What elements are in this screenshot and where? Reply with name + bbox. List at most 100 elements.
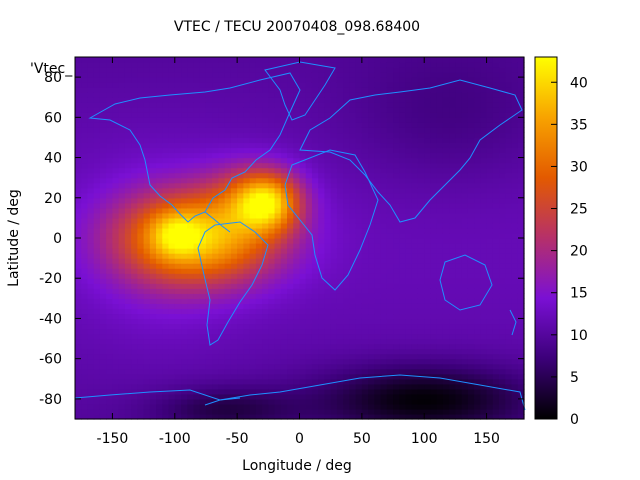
heatmap-cell xyxy=(174,167,182,174)
heatmap-cell xyxy=(499,97,506,103)
heatmap-cell xyxy=(174,207,182,214)
heatmap-cell xyxy=(405,298,413,304)
heatmap-cell xyxy=(218,102,226,108)
heatmap-cell xyxy=(193,378,201,385)
heatmap-cell xyxy=(193,82,201,88)
heatmap-cell xyxy=(318,303,326,309)
heatmap-cell xyxy=(168,102,176,108)
heatmap-cell xyxy=(492,308,500,315)
heatmap-cell xyxy=(143,333,151,340)
heatmap-cell xyxy=(262,217,269,224)
heatmap-cell xyxy=(156,363,163,370)
heatmap-cell xyxy=(449,172,457,179)
heatmap-cell xyxy=(374,147,382,154)
heatmap-cell xyxy=(237,132,244,139)
heatmap-cell xyxy=(411,77,419,83)
heatmap-cell xyxy=(492,57,500,63)
heatmap-cell xyxy=(262,363,269,370)
heatmap-cell xyxy=(131,97,138,103)
heatmap-cell xyxy=(205,122,213,128)
heatmap-cell xyxy=(355,373,363,380)
heatmap-cell xyxy=(237,348,244,355)
heatmap-cell xyxy=(124,192,132,199)
heatmap-cell xyxy=(149,248,157,254)
heatmap-cell xyxy=(93,348,101,355)
heatmap-cell xyxy=(442,363,450,370)
heatmap-cell xyxy=(156,413,163,420)
heatmap-cell xyxy=(162,112,170,118)
heatmap-cell xyxy=(467,303,475,309)
heatmap-cell xyxy=(237,238,244,244)
heatmap-cell xyxy=(405,142,413,149)
heatmap-cell xyxy=(112,77,120,83)
heatmap-cell xyxy=(118,253,126,259)
heatmap-cell xyxy=(156,207,163,214)
heatmap-cell xyxy=(424,253,432,259)
heatmap-cell xyxy=(249,197,257,204)
heatmap-cell xyxy=(174,278,182,284)
heatmap-cell xyxy=(361,333,369,340)
heatmap-cell xyxy=(368,343,375,350)
heatmap-cell xyxy=(75,112,82,118)
heatmap-cell xyxy=(467,77,475,83)
heatmap-cell xyxy=(424,57,432,63)
heatmap-cell xyxy=(449,107,457,113)
heatmap-cell xyxy=(87,227,95,234)
heatmap-cell xyxy=(280,167,288,174)
heatmap-cell xyxy=(181,92,188,98)
heatmap-cell xyxy=(374,192,382,199)
heatmap-cell xyxy=(424,102,432,108)
heatmap-cell xyxy=(137,303,145,309)
heatmap-cell xyxy=(368,318,375,325)
heatmap-cell xyxy=(424,82,432,88)
heatmap-cell xyxy=(268,293,276,299)
heatmap-cell xyxy=(305,132,313,139)
heatmap-cell xyxy=(156,383,163,390)
heatmap-cell xyxy=(436,333,444,340)
heatmap-cell xyxy=(193,328,201,335)
heatmap-cell xyxy=(436,117,444,123)
heatmap-cell xyxy=(305,243,313,249)
heatmap-cell xyxy=(293,378,301,385)
heatmap-cell xyxy=(118,172,126,179)
heatmap-cell xyxy=(193,87,201,93)
heatmap-cell xyxy=(156,197,163,204)
heatmap-cell xyxy=(492,248,500,254)
heatmap-cell xyxy=(181,187,188,194)
heatmap-cell xyxy=(137,82,145,88)
heatmap-cell xyxy=(93,378,101,385)
heatmap-cell xyxy=(243,77,251,83)
heatmap-cell xyxy=(486,92,494,98)
heatmap-cell xyxy=(480,278,488,284)
heatmap-cell xyxy=(480,207,488,214)
heatmap-cell xyxy=(467,318,475,325)
heatmap-cell xyxy=(75,67,82,73)
heatmap-cell xyxy=(199,343,207,350)
heatmap-cell xyxy=(386,328,394,335)
heatmap-cell xyxy=(405,92,413,98)
heatmap-cell xyxy=(430,348,438,355)
heatmap-cell xyxy=(305,92,313,98)
heatmap-cell xyxy=(274,177,282,184)
heatmap-cell xyxy=(162,232,170,239)
heatmap-cell xyxy=(474,313,481,320)
heatmap-cell xyxy=(93,117,101,123)
heatmap-cell xyxy=(424,398,432,405)
heatmap-cell xyxy=(149,57,157,63)
heatmap-cell xyxy=(156,278,163,284)
heatmap-cell xyxy=(75,358,82,365)
heatmap-cell xyxy=(486,202,494,209)
heatmap-cell xyxy=(287,207,294,214)
heatmap-cell xyxy=(75,122,82,128)
heatmap-cell xyxy=(280,248,288,254)
heatmap-cell xyxy=(205,62,213,68)
heatmap-cell xyxy=(149,187,157,194)
heatmap-cell xyxy=(118,303,126,309)
heatmap-cell xyxy=(262,187,269,194)
heatmap-cell xyxy=(430,137,438,144)
heatmap-cell xyxy=(424,217,432,224)
heatmap-cell xyxy=(112,343,120,350)
heatmap-cell xyxy=(187,67,195,73)
heatmap-cell xyxy=(243,107,251,113)
heatmap-cell xyxy=(399,152,407,159)
